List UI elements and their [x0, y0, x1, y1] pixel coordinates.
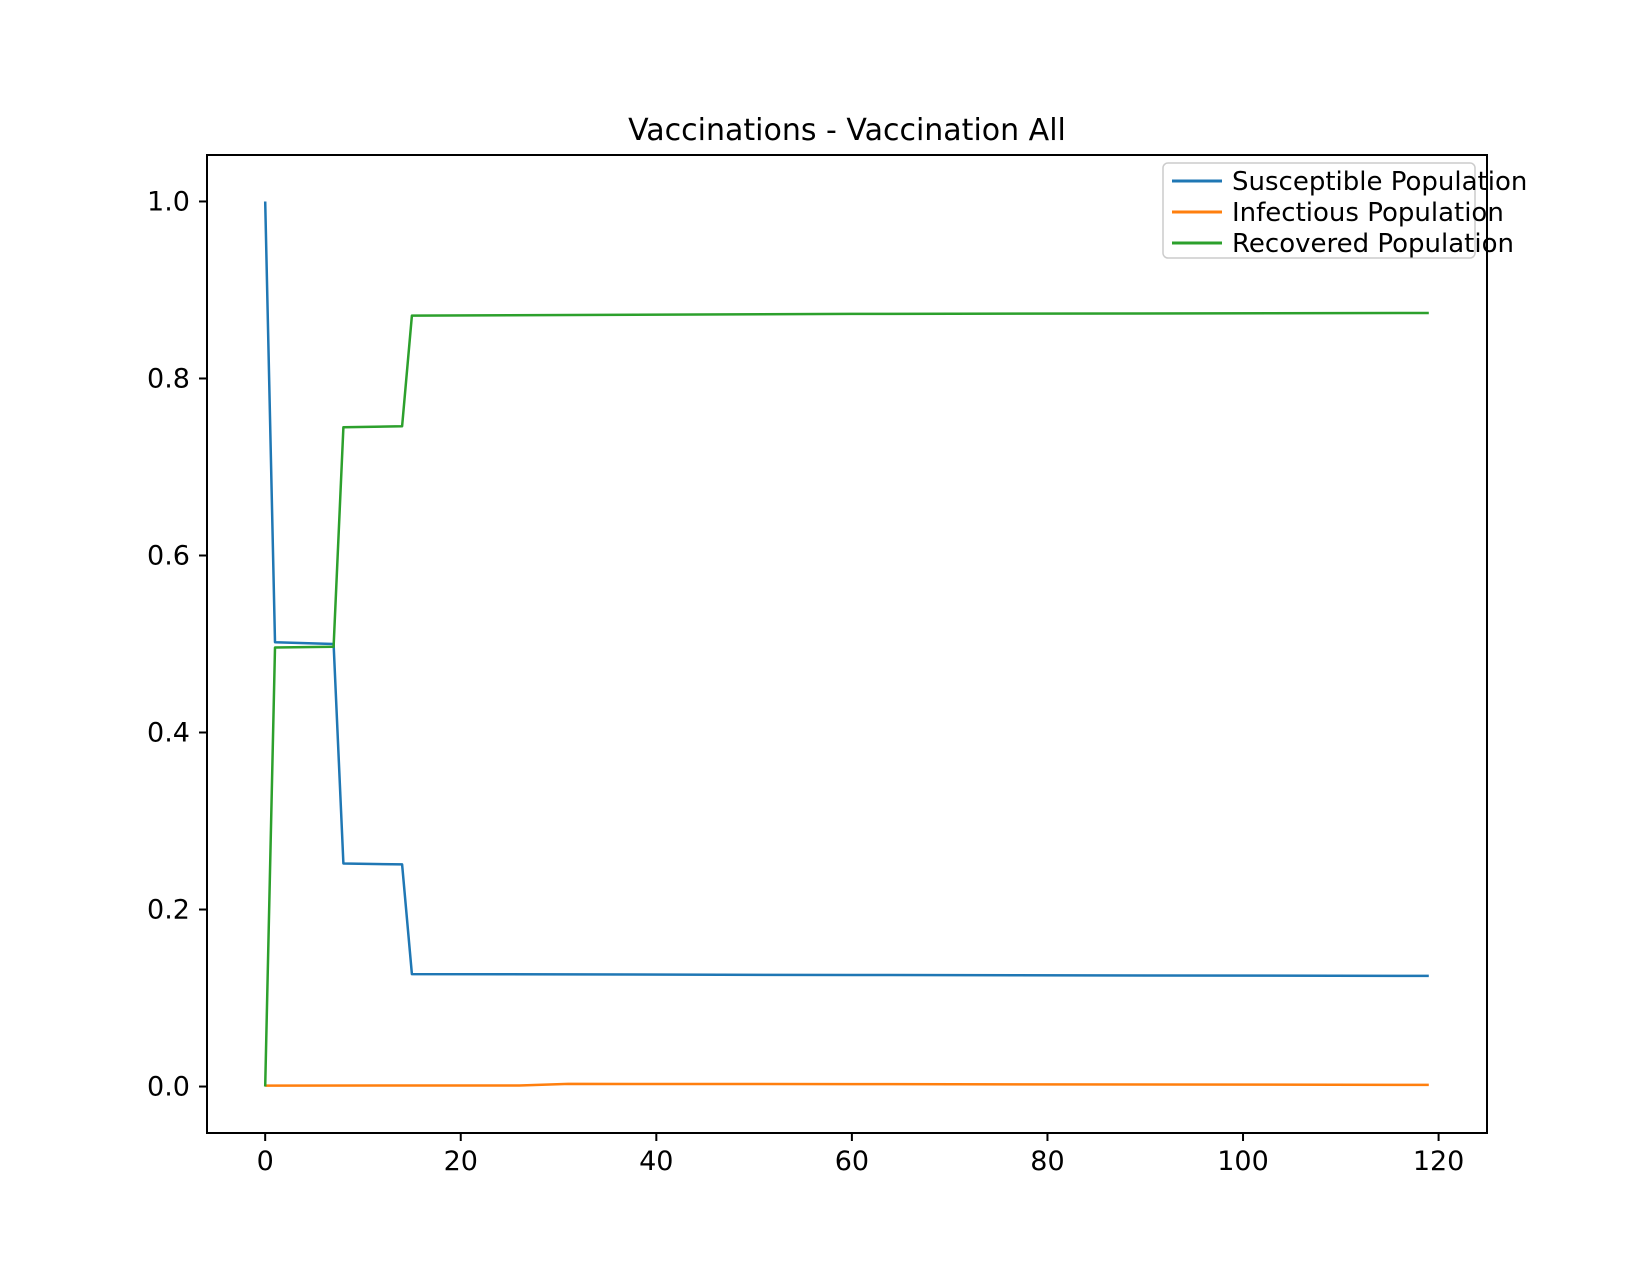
axes: 0 20 40 60 80 100 120 0.0 0.2 0.4 0.6 0.8 1.0	[147, 154, 1488, 1177]
series-lines	[263, 201, 1429, 1087]
x-tick-label: 80	[1030, 1146, 1064, 1177]
x-tick-label: 0	[257, 1146, 274, 1177]
y-tick-label: 0.6	[147, 540, 190, 571]
x-tick-label: 20	[444, 1146, 478, 1177]
y-tick-label: 0.2	[147, 895, 190, 926]
series-line	[263, 201, 1429, 978]
series-line	[263, 311, 1429, 1087]
legend-item-label: Susceptible Population	[1232, 167, 1527, 197]
legend-box	[1162, 162, 1476, 259]
y-tick-label: 0.8	[147, 363, 190, 394]
x-tick-label: 40	[639, 1146, 673, 1177]
y-tick-label: 0.0	[147, 1072, 190, 1103]
y-tick-label: 1.0	[147, 186, 190, 217]
chart-title: Vaccinations - Vaccination All	[628, 113, 1066, 148]
legend-item-label: Infectious Population	[1232, 198, 1504, 228]
series-line	[265, 1082, 1429, 1087]
x-tick-label: 60	[835, 1146, 869, 1177]
x-tick-label: 120	[1413, 1146, 1465, 1177]
plot-border	[206, 154, 1488, 1134]
legend-item-label: Recovered Population	[1232, 229, 1514, 259]
y-tick-label: 0.4	[147, 718, 190, 749]
x-tick-label: 100	[1217, 1146, 1269, 1177]
